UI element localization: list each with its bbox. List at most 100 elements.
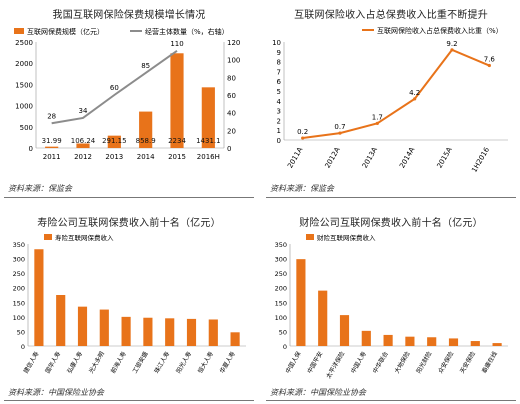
x-tick-label: 中国平安	[305, 350, 324, 375]
chart-source: 资料来源：中国保险业协会	[8, 388, 104, 397]
y-tick-label: 350	[275, 241, 287, 249]
chart-premium-scale-plot: 互联网保费规模（亿元） 经营主体数量（%，右轴）05001000150020002…	[14, 27, 240, 161]
bar-data-label: 2234	[168, 137, 186, 145]
y-tick-label-right: 80	[227, 74, 236, 82]
bar	[107, 135, 121, 148]
bar	[470, 341, 480, 346]
x-tick-label: 2016H	[197, 153, 220, 161]
bar	[208, 319, 218, 346]
legend-label: 财险互联网保费收入	[317, 233, 376, 242]
data-point	[450, 48, 454, 52]
y-tick-label: 350	[13, 241, 25, 249]
x-tick-label: 中国人保	[284, 350, 303, 375]
bar	[56, 295, 66, 346]
chart-pc-top10: 财险公司互联网保费收入前十名（亿元） 财险互联网保费收入 0 50 100 150 200…	[262, 204, 520, 404]
legend-swatch-bar	[306, 234, 314, 240]
x-tick-label: 2015A	[435, 146, 453, 170]
legend-label: 经营主体数量（%，右轴）	[145, 27, 229, 36]
legend-label: 寿险互联网保费收入	[55, 233, 114, 242]
data-label: 9.2	[446, 40, 457, 48]
bar	[165, 318, 175, 346]
chart-source: 资料来源：中国保险业协会	[270, 388, 366, 397]
line-data-label: 28	[47, 112, 56, 120]
x-tick-label: 2012A	[323, 146, 341, 170]
x-tick-label: 2011A	[286, 146, 304, 170]
legend-label: 互联网保险收入占总保费收入比重（%）	[377, 26, 503, 35]
x-tick-label: 2014A	[398, 146, 416, 170]
data-label: 1.7	[372, 113, 383, 121]
y-tick-label-left: 500	[20, 124, 33, 132]
data-point	[338, 131, 342, 135]
y-tick-label: 200	[275, 285, 287, 293]
bar	[201, 87, 215, 148]
x-tick-label: 大地保险	[393, 350, 412, 375]
y-tick-label: 9	[277, 49, 281, 57]
x-tick-label: 天安保险	[458, 350, 477, 375]
x-tick-label: 泰康在线	[480, 350, 499, 375]
y-tick-label: 3	[277, 108, 281, 116]
y-tick-label-left: 1000	[15, 103, 33, 111]
legend-swatch-bar	[14, 28, 24, 34]
bar	[448, 338, 459, 346]
chart-premium-scale: 我国互联网保险保费规模增长情况 互联网保费规模（亿元） 经营主体数量（%，右轴） 0…	[0, 0, 258, 200]
bar	[77, 306, 88, 346]
chart-title: 我国互联网保险保费规模增长情况	[52, 10, 206, 21]
y-tick-label-right: 100	[227, 57, 240, 65]
x-tick-label: 前海人寿	[109, 350, 128, 375]
y-tick-label: 0	[277, 137, 281, 145]
bar	[34, 249, 44, 346]
bar	[143, 317, 153, 346]
bottom-rule	[4, 400, 254, 401]
bottom-rule	[4, 197, 254, 198]
x-tick-label: 工银安盛	[131, 350, 150, 375]
y-tick-label: 200	[13, 285, 25, 293]
bottom-rule	[266, 400, 516, 401]
chart-title: 寿险公司互联网保费收入前十名（亿元）	[37, 218, 221, 229]
bar-data-label: 291.15	[102, 137, 127, 145]
bar	[296, 259, 306, 346]
y-tick-label-left: 1500	[15, 81, 33, 89]
y-tick-label: 100	[13, 314, 25, 322]
y-tick-label: 150	[13, 299, 25, 307]
y-tick-label: 50	[17, 328, 25, 336]
x-tick-label: 光大永明	[87, 350, 106, 375]
x-tick-label: 2013A	[361, 146, 379, 170]
x-tick-label: 中华联合	[371, 350, 390, 375]
bar	[139, 111, 153, 148]
x-tick-label: 众安保险	[436, 350, 455, 375]
chart-title: 财险公司互联网保费收入前十名（亿元）	[299, 218, 483, 229]
bar-data-label: 858.9	[136, 137, 156, 145]
y-tick-label: 0	[21, 343, 25, 351]
bar	[45, 146, 59, 148]
bar	[339, 315, 350, 346]
x-tick-label: 弘康人寿	[65, 350, 84, 375]
y-tick-label-right: 40	[227, 110, 236, 118]
bar	[76, 143, 90, 148]
bar-data-label: 31.99	[42, 137, 62, 145]
bar	[405, 336, 415, 346]
y-tick-label: 10	[272, 39, 281, 47]
x-tick-label: 2012	[74, 153, 92, 161]
legend-swatch-bar	[44, 234, 52, 240]
x-tick-label: 阳光财险	[414, 350, 433, 375]
line-data-label: 110	[170, 40, 183, 48]
x-tick-label: 阳光人寿	[174, 350, 193, 375]
line-data-label: 34	[79, 107, 88, 115]
y-tick-label: 7	[277, 68, 281, 76]
y-tick-label: 250	[275, 270, 287, 278]
bar-data-label: 106.24	[71, 137, 96, 145]
data-label: 7.6	[484, 56, 496, 64]
chart-source: 资料来源：保监会	[8, 184, 72, 193]
data-point	[301, 136, 305, 140]
chart-pc-top10-plot: 财险互联网保费收入 0 50 100 150 200 250 300 350 中国人保 中国平安 太平…	[275, 233, 508, 380]
y-tick-label: 50	[279, 328, 287, 336]
y-tick-label-right: 20	[227, 127, 236, 135]
bar	[170, 53, 184, 149]
series-line	[302, 48, 490, 140]
y-tick-label-right: 60	[227, 92, 236, 100]
legend-label: 互联网保费规模（亿元）	[27, 27, 104, 36]
bar	[318, 290, 328, 346]
y-tick-label: 300	[13, 256, 25, 264]
x-tick-label: 2013	[105, 153, 123, 161]
data-point	[375, 121, 379, 125]
